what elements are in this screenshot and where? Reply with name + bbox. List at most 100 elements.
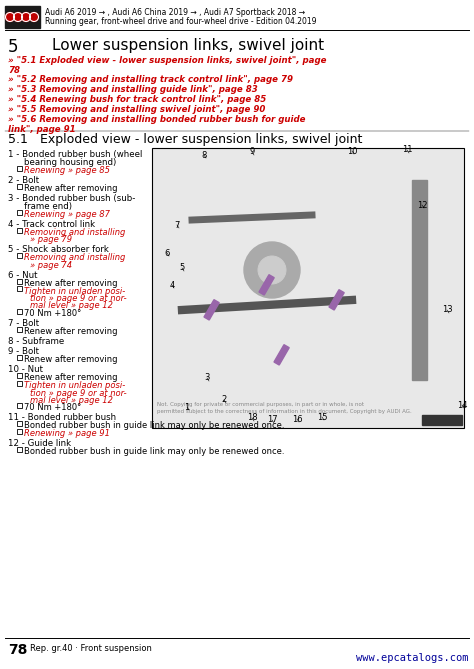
Bar: [17, 278, 22, 284]
Text: Tighten in unladen posi-: Tighten in unladen posi-: [24, 286, 125, 296]
Text: 1 - Bonded rubber bush (wheel: 1 - Bonded rubber bush (wheel: [8, 150, 142, 159]
Text: bearing housing end): bearing housing end): [24, 158, 116, 167]
Text: tion » page 9 or at nor-: tion » page 9 or at nor-: [30, 389, 127, 397]
Text: Bonded rubber bush in guide link may only be renewed once.: Bonded rubber bush in guide link may onl…: [24, 421, 284, 430]
Text: Audi A6 2019 → , Audi A6 China 2019 → , Audi A7 Sportback 2018 →: Audi A6 2019 → , Audi A6 China 2019 → , …: [45, 8, 305, 17]
Text: 7 - Bolt: 7 - Bolt: [8, 319, 39, 328]
Text: 7: 7: [174, 221, 180, 229]
Text: 18: 18: [246, 413, 257, 423]
Text: Not. Copying for private or commercial purposes, in part or in whole, is not: Not. Copying for private or commercial p…: [157, 402, 364, 407]
Text: 5 - Shock absorber fork: 5 - Shock absorber fork: [8, 246, 109, 254]
Bar: [329, 290, 344, 310]
Text: mal level » page 12: mal level » page 12: [30, 396, 113, 405]
Text: » "5.3 Removing and installing guide link", page 83: » "5.3 Removing and installing guide lin…: [8, 84, 258, 94]
Bar: [17, 308, 22, 314]
Text: » page 79: » page 79: [30, 235, 72, 244]
Text: 8 - Subframe: 8 - Subframe: [8, 337, 64, 346]
Text: tion » page 9 or at nor-: tion » page 9 or at nor-: [30, 294, 127, 303]
Text: 2: 2: [221, 395, 227, 405]
Text: 10: 10: [347, 147, 357, 155]
Text: 5: 5: [8, 38, 18, 56]
Bar: [17, 403, 22, 408]
Text: » "5.4 Renewing bush for track control link", page 85: » "5.4 Renewing bush for track control l…: [8, 94, 266, 104]
Bar: [17, 286, 22, 291]
Text: Removing and installing: Removing and installing: [24, 254, 126, 262]
Text: 12: 12: [417, 201, 427, 209]
Text: Renewing » page 87: Renewing » page 87: [24, 210, 110, 219]
Text: 4 - Track control link: 4 - Track control link: [8, 220, 95, 229]
Bar: [259, 275, 274, 295]
Text: 17: 17: [267, 415, 277, 425]
Circle shape: [244, 242, 300, 298]
Text: Renewing » page 91: Renewing » page 91: [24, 429, 110, 438]
Text: 1: 1: [184, 403, 190, 411]
Text: » "5.5 Removing and installing swivel joint", page 90: » "5.5 Removing and installing swivel jo…: [8, 104, 265, 114]
Bar: [17, 355, 22, 360]
Bar: [17, 209, 22, 215]
Bar: [412, 180, 427, 380]
Text: 11 - Bonded rubber bush: 11 - Bonded rubber bush: [8, 413, 116, 423]
Text: Lower suspension links, swivel joint: Lower suspension links, swivel joint: [52, 38, 324, 53]
Text: 10 - Nut: 10 - Nut: [8, 365, 43, 375]
Text: 5.1: 5.1: [8, 133, 28, 146]
Text: Renew after removing: Renew after removing: [24, 355, 118, 365]
Text: Renew after removing: Renew after removing: [24, 373, 118, 383]
Bar: [17, 381, 22, 385]
Text: Rep. gr.40 · Front suspension: Rep. gr.40 · Front suspension: [30, 644, 152, 653]
Circle shape: [13, 13, 22, 21]
Text: 9 - Bolt: 9 - Bolt: [8, 347, 39, 357]
Circle shape: [21, 13, 30, 21]
Circle shape: [29, 13, 38, 21]
Text: 6 - Nut: 6 - Nut: [8, 271, 37, 280]
Text: Exploded view - lower suspension links, swivel joint: Exploded view - lower suspension links, …: [40, 133, 363, 146]
Text: www.epcatalogs.com: www.epcatalogs.com: [356, 653, 469, 663]
Text: 12 - Guide link: 12 - Guide link: [8, 439, 71, 448]
Text: Renew after removing: Renew after removing: [24, 327, 118, 336]
Bar: [17, 326, 22, 332]
Text: 78: 78: [8, 643, 27, 657]
Bar: [17, 227, 22, 233]
Text: 15: 15: [317, 413, 327, 421]
Text: 70 Nm +180°: 70 Nm +180°: [24, 403, 81, 413]
Text: Tighten in unladen posi-: Tighten in unladen posi-: [24, 381, 125, 390]
Bar: [152, 148, 464, 428]
Text: 3 - Bonded rubber bush (sub-: 3 - Bonded rubber bush (sub-: [8, 194, 136, 203]
Text: 11: 11: [402, 145, 412, 155]
Text: 14: 14: [457, 401, 467, 409]
Text: 6: 6: [164, 248, 170, 258]
Text: mal level » page 12: mal level » page 12: [30, 302, 113, 310]
Text: Running gear, front-wheel drive and four-wheel drive - Edition 04.2019: Running gear, front-wheel drive and four…: [45, 17, 317, 26]
Text: 3: 3: [204, 373, 210, 383]
Text: Removing and installing: Removing and installing: [24, 228, 126, 237]
Bar: [17, 183, 22, 189]
Text: 16: 16: [292, 415, 302, 423]
Bar: [17, 429, 22, 434]
Bar: [17, 446, 22, 452]
Text: 5: 5: [179, 264, 185, 272]
Bar: [5, 6, 40, 28]
Text: Bonded rubber bush in guide link may only be renewed once.: Bonded rubber bush in guide link may onl…: [24, 447, 284, 456]
Text: 8: 8: [201, 151, 207, 159]
Bar: [17, 253, 22, 258]
Circle shape: [6, 13, 15, 21]
Text: Renewing » page 85: Renewing » page 85: [24, 166, 110, 175]
Text: Renew after removing: Renew after removing: [24, 184, 118, 193]
Circle shape: [258, 256, 286, 284]
Text: permitted subject to the correctness of information in this document, Copyright : permitted subject to the correctness of …: [157, 409, 412, 414]
Bar: [17, 421, 22, 426]
Text: frame end): frame end): [24, 202, 72, 211]
Text: 70 Nm +180°: 70 Nm +180°: [24, 309, 81, 318]
Text: » "5.6 Removing and installing bonded rubber bush for guide
link", page 91: » "5.6 Removing and installing bonded ru…: [8, 114, 306, 134]
Text: Renew after removing: Renew after removing: [24, 279, 118, 288]
Bar: [204, 300, 219, 320]
Bar: [274, 345, 289, 365]
Text: 4: 4: [169, 280, 174, 290]
Text: » "5.2 Removing and installing track control link", page 79: » "5.2 Removing and installing track con…: [8, 74, 293, 84]
Text: » page 74: » page 74: [30, 261, 72, 270]
Text: 2 - Bolt: 2 - Bolt: [8, 176, 39, 185]
Text: 13: 13: [442, 306, 452, 314]
Bar: [17, 373, 22, 378]
Text: A15-1099: A15-1099: [426, 418, 460, 423]
Text: » "5.1 Exploded view - lower suspension links, swivel joint", page
78: » "5.1 Exploded view - lower suspension …: [8, 56, 327, 76]
Bar: [17, 165, 22, 171]
